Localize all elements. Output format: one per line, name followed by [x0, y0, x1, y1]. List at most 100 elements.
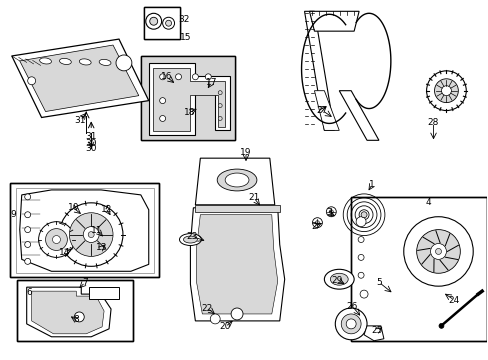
Circle shape	[25, 258, 31, 264]
Bar	[141, 56, 235, 140]
Text: 10: 10	[67, 203, 79, 212]
Ellipse shape	[183, 236, 197, 243]
Circle shape	[39, 222, 74, 257]
Circle shape	[192, 74, 198, 80]
Text: 17: 17	[205, 78, 217, 87]
Ellipse shape	[179, 234, 201, 246]
Circle shape	[359, 290, 367, 298]
Text: 13: 13	[96, 243, 108, 252]
Text: 1: 1	[368, 180, 374, 189]
Text: 20: 20	[219, 322, 230, 331]
Text: 30: 30	[85, 139, 97, 148]
Ellipse shape	[99, 59, 111, 66]
Text: 11: 11	[91, 226, 102, 235]
Bar	[143, 7, 180, 39]
Text: 26: 26	[346, 302, 357, 311]
Circle shape	[74, 312, 84, 322]
Circle shape	[218, 91, 222, 95]
Text: 8: 8	[73, 315, 79, 324]
Circle shape	[88, 231, 94, 238]
Circle shape	[346, 319, 355, 329]
Polygon shape	[12, 39, 148, 117]
Polygon shape	[339, 91, 378, 140]
Polygon shape	[364, 326, 383, 341]
Circle shape	[25, 242, 31, 247]
Text: 14: 14	[59, 248, 70, 257]
Circle shape	[328, 210, 333, 214]
Polygon shape	[21, 283, 126, 337]
Circle shape	[83, 227, 99, 243]
Circle shape	[145, 13, 162, 29]
Text: 28: 28	[427, 118, 438, 127]
Text: 21: 21	[248, 193, 259, 202]
Circle shape	[441, 86, 450, 96]
Ellipse shape	[217, 169, 256, 191]
Circle shape	[325, 207, 336, 217]
Polygon shape	[309, 11, 358, 31]
Ellipse shape	[330, 273, 347, 285]
Polygon shape	[196, 215, 277, 314]
Circle shape	[355, 217, 366, 227]
Circle shape	[438, 323, 443, 328]
Text: 19: 19	[240, 148, 251, 157]
Ellipse shape	[224, 173, 248, 187]
Circle shape	[60, 203, 122, 266]
Circle shape	[25, 194, 31, 200]
Circle shape	[357, 237, 364, 243]
Polygon shape	[195, 158, 274, 205]
Circle shape	[116, 55, 132, 71]
Text: 7: 7	[82, 278, 88, 287]
Circle shape	[25, 227, 31, 233]
Circle shape	[218, 117, 222, 121]
Circle shape	[335, 308, 366, 340]
Circle shape	[149, 17, 157, 25]
Circle shape	[210, 314, 220, 324]
Bar	[141, 56, 235, 140]
Polygon shape	[152, 68, 224, 131]
Text: 30: 30	[85, 144, 97, 153]
Polygon shape	[190, 208, 284, 321]
Circle shape	[435, 248, 441, 255]
Text: 31: 31	[85, 132, 97, 141]
Text: 32: 32	[178, 15, 189, 24]
Bar	[143, 7, 180, 39]
Circle shape	[429, 243, 446, 260]
Circle shape	[45, 229, 67, 251]
Circle shape	[69, 213, 113, 256]
Text: 2: 2	[311, 222, 317, 231]
Circle shape	[426, 71, 466, 111]
Text: 4: 4	[425, 198, 430, 207]
Polygon shape	[148, 63, 230, 135]
Polygon shape	[304, 11, 334, 130]
Polygon shape	[20, 190, 148, 271]
Circle shape	[341, 314, 360, 334]
Text: 5: 5	[375, 278, 381, 287]
Circle shape	[205, 74, 211, 80]
Ellipse shape	[60, 58, 71, 64]
Circle shape	[160, 98, 165, 104]
Circle shape	[360, 212, 366, 218]
Circle shape	[163, 17, 174, 29]
Text: 25: 25	[370, 326, 382, 335]
Text: 12: 12	[101, 205, 113, 214]
Text: 18: 18	[183, 108, 195, 117]
Polygon shape	[314, 91, 339, 130]
Circle shape	[165, 20, 171, 26]
Text: 23: 23	[186, 232, 198, 241]
Text: 6: 6	[27, 288, 33, 297]
Text: 29: 29	[331, 276, 342, 285]
Text: 16: 16	[161, 72, 172, 81]
Text: 9: 9	[10, 210, 16, 219]
Circle shape	[160, 74, 165, 80]
Text: 15: 15	[180, 33, 191, 42]
Bar	[17, 280, 133, 341]
Polygon shape	[195, 205, 279, 212]
Ellipse shape	[119, 60, 131, 66]
Ellipse shape	[324, 269, 353, 289]
Ellipse shape	[79, 59, 91, 65]
Circle shape	[231, 308, 243, 320]
Circle shape	[218, 104, 222, 108]
Text: 27: 27	[316, 106, 327, 115]
Circle shape	[175, 74, 181, 80]
Polygon shape	[32, 291, 104, 334]
